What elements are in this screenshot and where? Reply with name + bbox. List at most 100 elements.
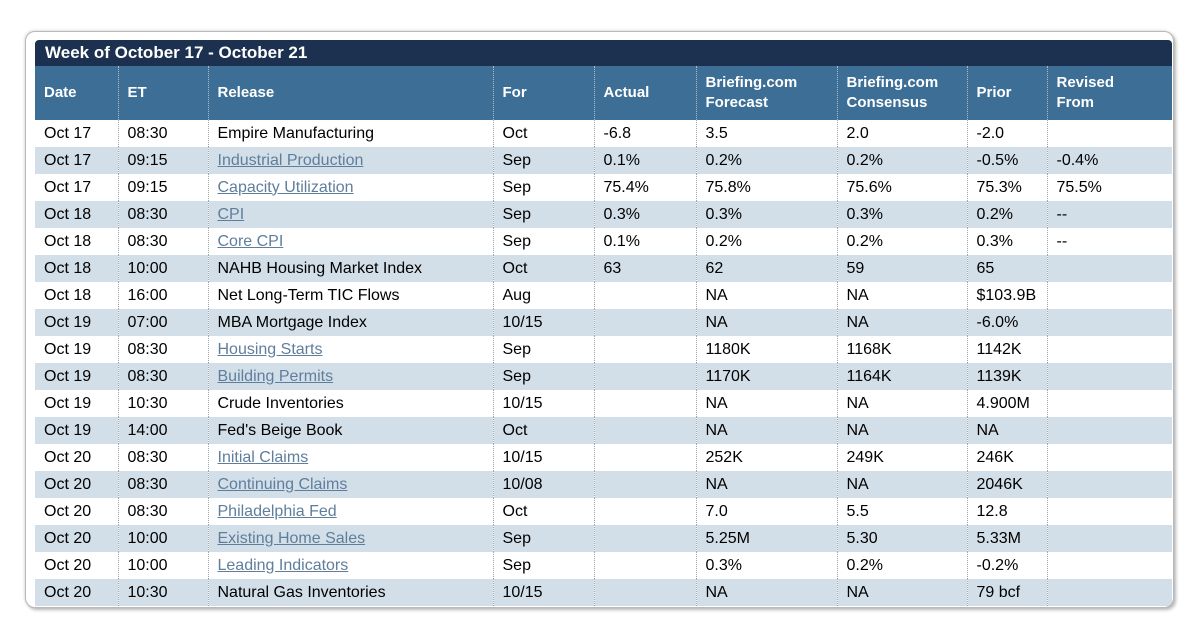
- revised-cell: [1047, 552, 1172, 579]
- revised-cell: [1047, 498, 1172, 525]
- table-row: Oct 19 10:30 Crude Inventories 10/15 NA …: [35, 390, 1172, 417]
- date-cell: Oct 18: [35, 228, 119, 255]
- release-cell: CPI: [208, 201, 494, 228]
- for-cell: 10/15: [493, 390, 595, 417]
- release-cell: Building Permits: [208, 363, 494, 390]
- et-cell: 10:30: [118, 579, 209, 606]
- release-link[interactable]: Existing Home Sales: [217, 529, 366, 547]
- table-row: Oct 19 08:30 Building Permits Sep 1170K …: [35, 363, 1172, 390]
- forecast-cell: 0.2%: [696, 147, 838, 174]
- release-link[interactable]: Continuing Claims: [217, 475, 348, 493]
- release-cell: Core CPI: [208, 228, 494, 255]
- actual-cell: [594, 336, 697, 363]
- release-link[interactable]: Core CPI: [217, 232, 284, 250]
- date-cell: Oct 19: [35, 309, 119, 336]
- et-cell: 07:00: [118, 309, 209, 336]
- forecast-cell: NA: [696, 309, 838, 336]
- forecast-cell: 75.8%: [696, 174, 838, 201]
- release-link[interactable]: Leading Indicators: [217, 556, 349, 574]
- forecast-cell: 0.3%: [696, 201, 838, 228]
- release-link[interactable]: CPI: [217, 205, 245, 223]
- consensus-cell: 2.0: [837, 120, 968, 147]
- column-header-for: For: [493, 66, 595, 120]
- date-cell: Oct 19: [35, 363, 119, 390]
- forecast-cell: NA: [696, 471, 838, 498]
- for-cell: Oct: [493, 417, 595, 444]
- column-header-et: ET: [118, 66, 209, 120]
- table-body: Oct 17 08:30 Empire Manufacturing Oct -6…: [35, 120, 1172, 606]
- date-cell: Oct 19: [35, 336, 119, 363]
- forecast-cell: 252K: [696, 444, 838, 471]
- actual-cell: [594, 444, 697, 471]
- date-cell: Oct 19: [35, 390, 119, 417]
- et-cell: 08:30: [118, 498, 209, 525]
- release-link[interactable]: Housing Starts: [217, 340, 323, 358]
- date-cell: Oct 18: [35, 255, 119, 282]
- release-link[interactable]: Industrial Production: [217, 151, 364, 169]
- table-row: Oct 19 08:30 Housing Starts Sep 1180K 11…: [35, 336, 1172, 363]
- consensus-cell: 249K: [837, 444, 968, 471]
- prior-cell: -0.2%: [967, 552, 1048, 579]
- release-cell: Capacity Utilization: [208, 174, 494, 201]
- table-row: Oct 20 10:00 Leading Indicators Sep 0.3%…: [35, 552, 1172, 579]
- et-cell: 08:30: [118, 444, 209, 471]
- actual-cell: 0.3%: [594, 201, 697, 228]
- column-header-revised: Revised From: [1047, 66, 1172, 120]
- table-row: Oct 18 16:00 Net Long-Term TIC Flows Aug…: [35, 282, 1172, 309]
- column-header-prior: Prior: [967, 66, 1048, 120]
- actual-cell: [594, 471, 697, 498]
- release-cell: Net Long-Term TIC Flows: [208, 282, 494, 309]
- prior-cell: 0.2%: [967, 201, 1048, 228]
- consensus-cell: NA: [837, 579, 968, 606]
- et-cell: 09:15: [118, 147, 209, 174]
- forecast-cell: 7.0: [696, 498, 838, 525]
- economic-calendar-table: Date ET Release For Actual Briefing.com …: [35, 66, 1172, 606]
- et-cell: 09:15: [118, 174, 209, 201]
- date-cell: Oct 20: [35, 579, 119, 606]
- release-label: Empire Manufacturing: [217, 124, 375, 142]
- forecast-cell: 5.25M: [696, 525, 838, 552]
- actual-cell: [594, 309, 697, 336]
- release-cell: Leading Indicators: [208, 552, 494, 579]
- forecast-cell: 62: [696, 255, 838, 282]
- et-cell: 08:30: [118, 120, 209, 147]
- prior-cell: 2046K: [967, 471, 1048, 498]
- release-cell: Initial Claims: [208, 444, 494, 471]
- et-cell: 08:30: [118, 228, 209, 255]
- revised-cell: [1047, 120, 1172, 147]
- et-cell: 10:00: [118, 525, 209, 552]
- forecast-cell: 1170K: [696, 363, 838, 390]
- prior-cell: -2.0: [967, 120, 1048, 147]
- release-link[interactable]: Capacity Utilization: [217, 178, 354, 196]
- release-cell: NAHB Housing Market Index: [208, 255, 494, 282]
- forecast-cell: NA: [696, 282, 838, 309]
- revised-cell: 75.5%: [1047, 174, 1172, 201]
- prior-cell: -6.0%: [967, 309, 1048, 336]
- consensus-cell: NA: [837, 282, 968, 309]
- column-header-date: Date: [35, 66, 119, 120]
- revised-cell: [1047, 336, 1172, 363]
- table-row: Oct 19 14:00 Fed's Beige Book Oct NA NA …: [35, 417, 1172, 444]
- prior-cell: 5.33M: [967, 525, 1048, 552]
- et-cell: 14:00: [118, 417, 209, 444]
- et-cell: 08:30: [118, 471, 209, 498]
- release-cell: Philadelphia Fed: [208, 498, 494, 525]
- release-link[interactable]: Initial Claims: [217, 448, 309, 466]
- for-cell: Oct: [493, 120, 595, 147]
- release-link[interactable]: Building Permits: [217, 367, 334, 385]
- revised-cell: [1047, 417, 1172, 444]
- revised-cell: [1047, 525, 1172, 552]
- for-cell: Sep: [493, 228, 595, 255]
- release-cell: Fed's Beige Book: [208, 417, 494, 444]
- prior-cell: 12.8: [967, 498, 1048, 525]
- release-link[interactable]: Philadelphia Fed: [217, 502, 337, 520]
- forecast-cell: 1180K: [696, 336, 838, 363]
- actual-cell: [594, 552, 697, 579]
- for-cell: Oct: [493, 498, 595, 525]
- date-cell: Oct 20: [35, 471, 119, 498]
- for-cell: Sep: [493, 174, 595, 201]
- for-cell: 10/15: [493, 444, 595, 471]
- revised-cell: --: [1047, 228, 1172, 255]
- forecast-cell: 0.3%: [696, 552, 838, 579]
- table-row: Oct 18 08:30 Core CPI Sep 0.1% 0.2% 0.2%…: [35, 228, 1172, 255]
